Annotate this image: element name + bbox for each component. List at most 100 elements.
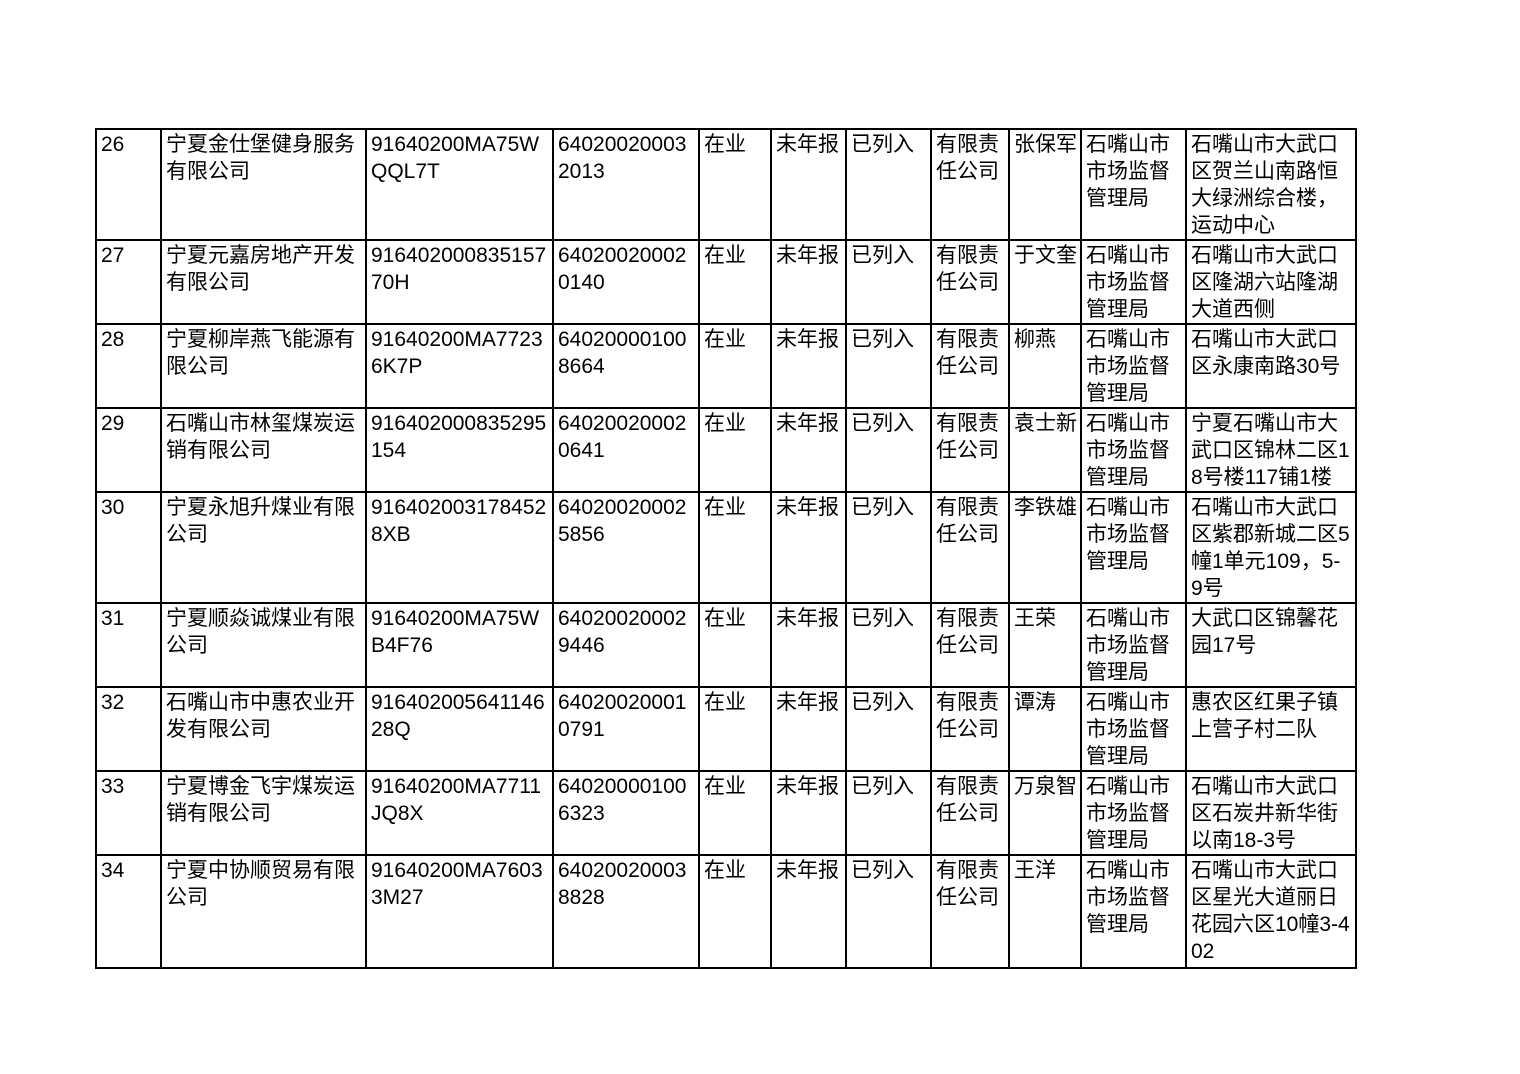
cell-address: 石嘴山市大武口区石炭井新华街以南18-3号 [1185, 770, 1357, 856]
cell-legal-representative: 于文奎 [1008, 239, 1082, 325]
cell-legal-representative: 张保军 [1008, 128, 1082, 241]
cell-status: 在业 [698, 686, 772, 772]
cell-registration-authority: 石嘴山市市场监督管理局 [1080, 323, 1187, 409]
cell-registration-authority: 石嘴山市市场监督管理局 [1080, 128, 1187, 241]
cell-row-number: 28 [95, 323, 162, 409]
cell-registration-authority: 石嘴山市市场监督管理局 [1080, 239, 1187, 325]
cell-address: 石嘴山市大武口区紫郡新城二区5幢1单元109，5-9号 [1185, 491, 1357, 604]
cell-company-name: 石嘴山市中惠农业开发有限公司 [160, 686, 367, 772]
cell-company-type: 有限责任公司 [930, 128, 1010, 241]
cell-annual-report-status: 未年报 [770, 602, 847, 688]
cell-legal-representative: 王洋 [1008, 854, 1082, 969]
cell-company-type: 有限责任公司 [930, 323, 1010, 409]
cell-listed-status: 已列入 [845, 770, 932, 856]
cell-address: 惠农区红果子镇上营子村二队 [1185, 686, 1357, 772]
cell-annual-report-status: 未年报 [770, 128, 847, 241]
cell-legal-representative: 李铁雄 [1008, 491, 1082, 604]
cell-status: 在业 [698, 128, 772, 241]
table-row: 31 宁夏顺焱诚煤业有限公司 91640200MA75WB4F76 640200… [95, 602, 1357, 688]
cell-registration-authority: 石嘴山市市场监督管理局 [1080, 407, 1187, 493]
cell-registration-number: 640200200038828 [552, 854, 700, 969]
cell-credit-code: 91640200MA75WB4F76 [365, 602, 554, 688]
cell-row-number: 26 [95, 128, 162, 241]
cell-registration-number: 640200200020140 [552, 239, 700, 325]
cell-address: 石嘴山市大武口区星光大道丽日花园六区10幢3-402 [1185, 854, 1357, 969]
cell-registration-number: 640200200025856 [552, 491, 700, 604]
cell-legal-representative: 万泉智 [1008, 770, 1082, 856]
cell-status: 在业 [698, 602, 772, 688]
cell-row-number: 32 [95, 686, 162, 772]
cell-registration-number: 640200200029446 [552, 602, 700, 688]
cell-status: 在业 [698, 407, 772, 493]
cell-status: 在业 [698, 854, 772, 969]
cell-company-name: 石嘴山市林玺煤炭运销有限公司 [160, 407, 367, 493]
cell-status: 在业 [698, 491, 772, 604]
cell-annual-report-status: 未年报 [770, 491, 847, 604]
cell-listed-status: 已列入 [845, 323, 932, 409]
cell-row-number: 27 [95, 239, 162, 325]
table-row: 30 宁夏永旭升煤业有限公司 9164020031784528XB 640200… [95, 491, 1357, 604]
cell-company-name: 宁夏柳岸燕飞能源有限公司 [160, 323, 367, 409]
cell-address: 石嘴山市大武口区永康南路30号 [1185, 323, 1357, 409]
cell-credit-code: 91640200083515770H [365, 239, 554, 325]
cell-credit-code: 91640200MA7711JQ8X [365, 770, 554, 856]
cell-company-name: 宁夏元嘉房地产开发有限公司 [160, 239, 367, 325]
cell-row-number: 30 [95, 491, 162, 604]
cell-listed-status: 已列入 [845, 602, 932, 688]
cell-registration-number: 640200200032013 [552, 128, 700, 241]
cell-registration-authority: 石嘴山市市场监督管理局 [1080, 491, 1187, 604]
cell-company-name: 宁夏顺焱诚煤业有限公司 [160, 602, 367, 688]
cell-company-type: 有限责任公司 [930, 407, 1010, 493]
cell-registration-authority: 石嘴山市市场监督管理局 [1080, 770, 1187, 856]
cell-company-type: 有限责任公司 [930, 602, 1010, 688]
cell-company-name: 宁夏博金飞宇煤炭运销有限公司 [160, 770, 367, 856]
cell-address: 石嘴山市大武口区隆湖六站隆湖大道西侧 [1185, 239, 1357, 325]
cell-credit-code: 91640200MA75WQQL7T [365, 128, 554, 241]
cell-legal-representative: 谭涛 [1008, 686, 1082, 772]
cell-company-type: 有限责任公司 [930, 854, 1010, 969]
company-registry-table: 26 宁夏金仕堡健身服务有限公司 91640200MA75WQQL7T 6402… [95, 128, 1357, 969]
cell-status: 在业 [698, 323, 772, 409]
table-row: 32 石嘴山市中惠农业开发有限公司 91640200564114628Q 640… [95, 686, 1357, 772]
cell-registration-number: 640200200010791 [552, 686, 700, 772]
table-row: 28 宁夏柳岸燕飞能源有限公司 91640200MA77236K7P 64020… [95, 323, 1357, 409]
cell-listed-status: 已列入 [845, 239, 932, 325]
cell-row-number: 34 [95, 854, 162, 969]
cell-credit-code: 9164020031784528XB [365, 491, 554, 604]
cell-legal-representative: 王荣 [1008, 602, 1082, 688]
cell-company-type: 有限责任公司 [930, 770, 1010, 856]
cell-status: 在业 [698, 239, 772, 325]
cell-company-name: 宁夏金仕堡健身服务有限公司 [160, 128, 367, 241]
cell-credit-code: 91640200MA76033M27 [365, 854, 554, 969]
cell-registration-number: 640200001006323 [552, 770, 700, 856]
cell-annual-report-status: 未年报 [770, 239, 847, 325]
cell-listed-status: 已列入 [845, 854, 932, 969]
cell-annual-report-status: 未年报 [770, 407, 847, 493]
cell-annual-report-status: 未年报 [770, 770, 847, 856]
cell-registration-number: 640200200020641 [552, 407, 700, 493]
cell-listed-status: 已列入 [845, 686, 932, 772]
cell-legal-representative: 柳燕 [1008, 323, 1082, 409]
cell-company-name: 宁夏永旭升煤业有限公司 [160, 491, 367, 604]
cell-registration-authority: 石嘴山市市场监督管理局 [1080, 686, 1187, 772]
cell-company-type: 有限责任公司 [930, 686, 1010, 772]
table-body: 26 宁夏金仕堡健身服务有限公司 91640200MA75WQQL7T 6402… [95, 128, 1357, 969]
cell-registration-number: 640200001008664 [552, 323, 700, 409]
cell-listed-status: 已列入 [845, 407, 932, 493]
cell-address: 大武口区锦馨花园17号 [1185, 602, 1357, 688]
cell-legal-representative: 袁士新 [1008, 407, 1082, 493]
cell-company-type: 有限责任公司 [930, 491, 1010, 604]
cell-annual-report-status: 未年报 [770, 323, 847, 409]
table-row: 27 宁夏元嘉房地产开发有限公司 91640200083515770H 6402… [95, 239, 1357, 325]
cell-listed-status: 已列入 [845, 491, 932, 604]
cell-annual-report-status: 未年报 [770, 686, 847, 772]
cell-company-name: 宁夏中协顺贸易有限公司 [160, 854, 367, 969]
cell-registration-authority: 石嘴山市市场监督管理局 [1080, 602, 1187, 688]
cell-status: 在业 [698, 770, 772, 856]
cell-registration-authority: 石嘴山市市场监督管理局 [1080, 854, 1187, 969]
cell-company-type: 有限责任公司 [930, 239, 1010, 325]
table-row: 33 宁夏博金飞宇煤炭运销有限公司 91640200MA7711JQ8X 640… [95, 770, 1357, 856]
cell-listed-status: 已列入 [845, 128, 932, 241]
table-row: 26 宁夏金仕堡健身服务有限公司 91640200MA75WQQL7T 6402… [95, 128, 1357, 241]
cell-credit-code: 916402000835295154 [365, 407, 554, 493]
